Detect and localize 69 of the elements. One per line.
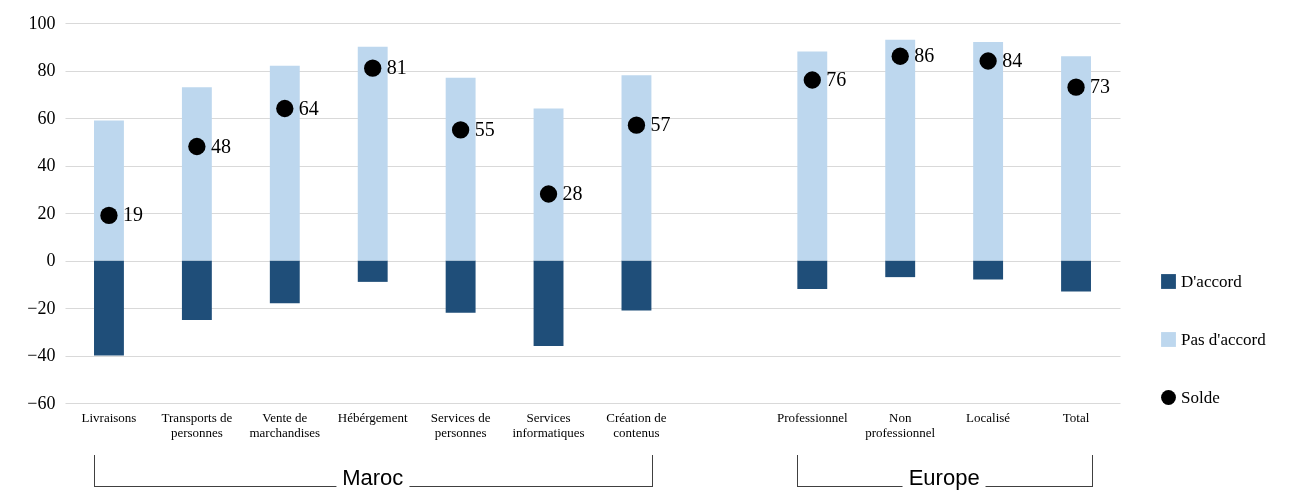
- point: [627, 116, 646, 134]
- legend-label: Pas d'accord: [1181, 329, 1267, 349]
- x-tick-label: Livraisons: [81, 409, 137, 425]
- y-tick-label: 80: [37, 60, 56, 80]
- bar: [1061, 56, 1091, 261]
- y-tick-label: 40: [37, 155, 56, 175]
- point: [891, 47, 909, 65]
- y-tick-label: 20: [37, 202, 56, 223]
- bar: [1061, 260, 1091, 292]
- x-tick-label: Non professionnel: [865, 409, 936, 440]
- point: [100, 206, 118, 225]
- data-label: 73: [1090, 75, 1111, 98]
- text: Maroc: [336, 465, 410, 490]
- bar: [885, 260, 916, 278]
- x-tick-label: Professionnel: [776, 409, 849, 425]
- legend-label: D'accord: [1181, 271, 1243, 291]
- y-tick-label: 60: [37, 107, 56, 128]
- x-tick-label: Vente de marchandises: [249, 409, 321, 440]
- bar: [533, 108, 564, 261]
- bar: [533, 260, 564, 346]
- bar: [797, 260, 828, 289]
- data-label: 81: [386, 56, 407, 79]
- point: [1067, 78, 1085, 96]
- point: [803, 71, 821, 89]
- x-tick-label: Localisé: [966, 409, 1011, 425]
- bar: [181, 260, 212, 320]
- bar: [94, 120, 124, 261]
- data-label: 55: [474, 117, 495, 140]
- x-tick-label: Hébérgement: [337, 409, 408, 425]
- data-label: 28: [562, 182, 583, 204]
- y-tick-label: 100: [28, 12, 56, 33]
- point: [364, 59, 382, 77]
- legend-label: Solde: [1181, 387, 1220, 407]
- data-label: 76: [826, 68, 847, 90]
- bar: [357, 46, 388, 261]
- x-tick-label: Transports de personnes: [161, 409, 233, 440]
- data-label: 48: [210, 134, 231, 157]
- point: [539, 185, 558, 203]
- data-label: 86: [914, 44, 935, 67]
- point: [276, 99, 294, 118]
- bar: [621, 75, 652, 261]
- bar: [621, 260, 652, 311]
- y-tick-label: −20: [27, 297, 56, 318]
- bar: [797, 51, 828, 261]
- bar: [885, 39, 916, 261]
- bar: [181, 87, 212, 261]
- bar: [445, 260, 476, 313]
- data-label: 57: [650, 113, 671, 136]
- bar: [269, 65, 300, 261]
- bar: [94, 260, 124, 356]
- x-tick-label: Total: [1062, 409, 1090, 425]
- bar: [973, 260, 1004, 280]
- text: Europe: [902, 465, 986, 490]
- x-tick-label: Services informatiques: [512, 409, 585, 440]
- bar: [269, 260, 300, 304]
- y-tick-label: 0: [46, 250, 56, 270]
- point: [451, 121, 470, 139]
- data-label: 19: [122, 203, 143, 226]
- x-tick-label: Création de contenus: [606, 409, 667, 440]
- point: [188, 137, 206, 156]
- y-tick-label: −60: [27, 392, 56, 413]
- bar: [445, 77, 476, 261]
- bar: [357, 260, 388, 282]
- y-tick-label: −40: [27, 345, 56, 365]
- data-label: 84: [1002, 49, 1023, 71]
- point: [979, 52, 997, 70]
- x-tick-label: Services de personnes: [430, 409, 491, 440]
- bar: [973, 42, 1004, 261]
- data-label: 64: [298, 96, 319, 119]
